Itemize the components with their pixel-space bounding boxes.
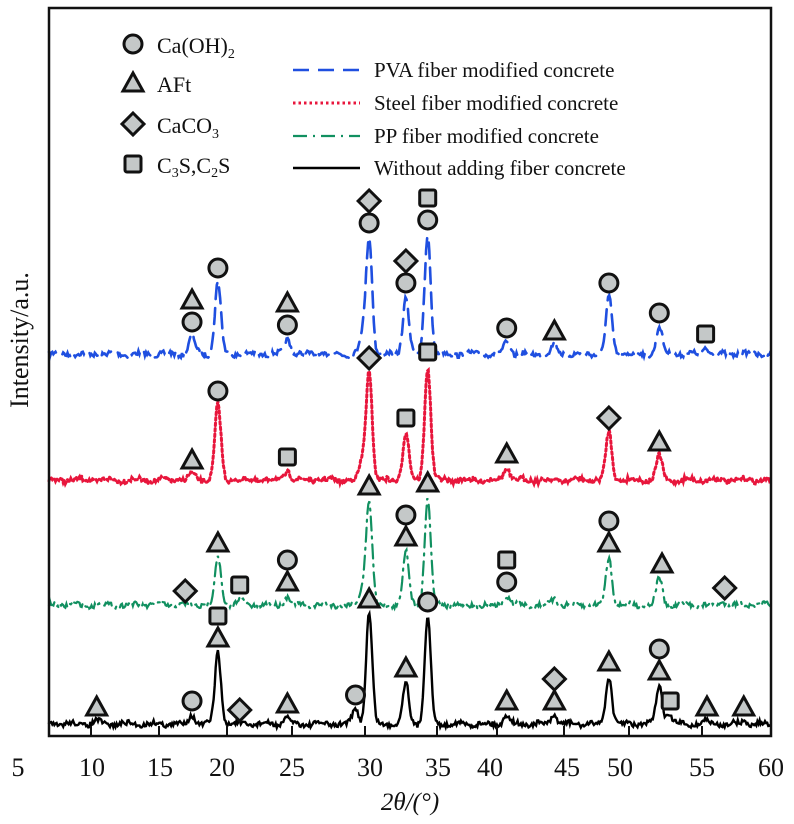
marker-caoh2 (417, 591, 439, 613)
x-tick-label: 30 (357, 753, 383, 782)
x-tick-label: 45 (554, 753, 580, 782)
marker-aft (274, 690, 300, 714)
legend-series-label: Steel fiber modified concrete (374, 91, 618, 115)
x-tick-label: 60 (758, 753, 784, 782)
marker-aft (646, 428, 672, 452)
trace-dotted (47, 366, 772, 489)
x-tick-label: 55 (689, 753, 715, 782)
marker-caco3 (119, 110, 147, 138)
legend-phase-label: AFt (157, 72, 191, 97)
y-axis-label: Intensity/a.u. (5, 272, 34, 408)
x-tick-label: 10 (79, 753, 105, 782)
x-ticks: 5 10 15 20 25 30 35 40 45 50 55 60 (12, 726, 784, 782)
marker-caoh2 (598, 272, 620, 294)
legend-phase-label: CaCO3 (157, 113, 219, 142)
traces (47, 232, 772, 732)
legend-phase-label: C3S,C2S (157, 153, 230, 181)
trace-dashed (47, 232, 772, 363)
marker-caco3 (356, 344, 383, 372)
marker-caco3 (595, 404, 623, 432)
marker-caoh2 (207, 257, 229, 279)
trace-solid (47, 609, 772, 732)
x-tick-label: 50 (607, 753, 633, 782)
marker-caoh2 (276, 549, 298, 571)
x-axis-label: 2θ/(°) (381, 789, 439, 816)
marker-c3s-c2s (123, 154, 143, 174)
marker-caoh2 (496, 317, 518, 339)
marker-caoh2 (358, 212, 380, 234)
marker-aft (646, 657, 672, 681)
marker-aft (179, 446, 205, 470)
marker-aft (356, 472, 382, 496)
marker-caoh2 (181, 690, 203, 712)
marker-c3s-c2s (418, 188, 438, 208)
marker-aft (205, 624, 231, 648)
marker-c3s-c2s (208, 606, 228, 626)
legend-series-label: Without adding fiber concrete (374, 156, 626, 180)
marker-caco3 (172, 577, 199, 605)
marker-c3s-c2s (418, 342, 438, 362)
marker-aft (541, 687, 567, 711)
marker-caco3 (392, 247, 420, 275)
marker-caco3 (711, 574, 738, 602)
x-tick-label: 20 (209, 753, 235, 782)
marker-aft (84, 693, 110, 717)
marker-caoh2 (648, 638, 670, 660)
marker-c3s-c2s (396, 408, 416, 428)
phase-markers (84, 187, 757, 724)
marker-aft (596, 529, 622, 553)
x-tick-label: 40 (477, 753, 503, 782)
marker-caoh2 (207, 380, 229, 402)
marker-caoh2 (598, 510, 620, 532)
marker-aft (393, 654, 419, 678)
marker-caco3 (541, 665, 568, 693)
marker-aft (494, 687, 520, 711)
marker-caco3 (226, 696, 253, 724)
marker-caoh2 (122, 33, 144, 55)
marker-aft (596, 648, 622, 672)
legend-series-label: PP fiber modified concrete (374, 124, 599, 148)
marker-aft (494, 440, 520, 464)
x-tick-label: 15 (147, 753, 173, 782)
marker-aft (356, 585, 382, 609)
marker-aft (205, 529, 231, 553)
x-tick-label: 25 (279, 753, 305, 782)
marker-caoh2 (395, 504, 417, 526)
marker-caoh2 (181, 311, 203, 333)
marker-c3s-c2s (696, 324, 716, 344)
marker-aft (694, 693, 720, 717)
marker-aft (274, 289, 300, 313)
x-tick-label: 5 (12, 753, 25, 782)
legend-phase-label: Ca(OH)2 (157, 33, 235, 62)
legend-series-label: PVA fiber modified concrete (374, 58, 614, 82)
marker-aft (541, 317, 567, 341)
marker-aft (649, 550, 675, 574)
marker-caoh2 (417, 209, 439, 231)
marker-caoh2 (648, 302, 670, 324)
marker-caco3 (356, 187, 383, 215)
marker-caoh2 (276, 314, 298, 336)
trace-dashdot (47, 497, 772, 613)
marker-aft (415, 469, 441, 493)
legend: Ca(OH)2 AFt CaCO3 C3S,C2S PVA fiber modified… (119, 33, 626, 181)
marker-aft (274, 568, 300, 592)
marker-c3s-c2s (230, 575, 250, 595)
marker-caoh2 (496, 571, 518, 593)
marker-aft (731, 693, 757, 717)
marker-caoh2 (395, 272, 417, 294)
plot-frame (47, 6, 773, 738)
marker-aft (393, 523, 419, 547)
marker-c3s-c2s (660, 691, 680, 711)
x-tick-label: 35 (425, 753, 451, 782)
marker-aft (120, 69, 146, 93)
marker-aft (179, 286, 205, 310)
marker-caoh2 (345, 684, 367, 706)
marker-c3s-c2s (497, 550, 517, 570)
marker-c3s-c2s (277, 447, 297, 467)
